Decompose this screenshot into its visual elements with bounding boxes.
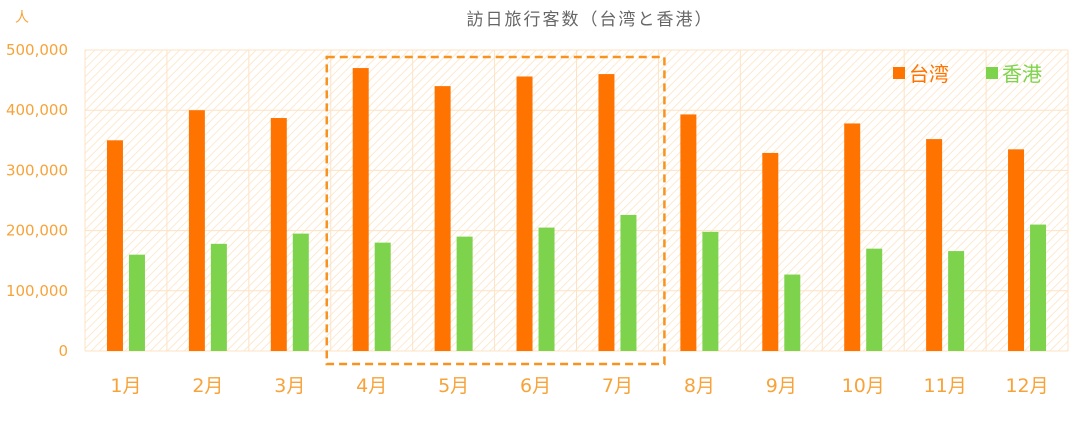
bar-taiwan	[106, 140, 123, 351]
bar-taiwan	[434, 86, 451, 352]
bars	[106, 68, 1047, 352]
legend-label: 香港	[1002, 62, 1042, 86]
bar-taiwan	[352, 68, 369, 351]
bar-hongkong	[456, 236, 473, 351]
x-category-label: 9月	[766, 375, 797, 397]
y-axis-unit-label: 人	[15, 10, 29, 26]
bar-hongkong	[210, 243, 227, 351]
bar-hongkong	[948, 251, 965, 351]
legend-swatch	[893, 67, 905, 79]
legend: 台湾 香港	[893, 62, 1042, 86]
y-tick-label: 400,000	[6, 101, 68, 119]
bar-taiwan	[1008, 149, 1025, 351]
bar-hongkong	[866, 248, 883, 351]
x-category-label: 3月	[274, 375, 305, 397]
legend-label: 台湾	[909, 62, 949, 86]
x-category-label: 5月	[438, 375, 469, 397]
bar-taiwan	[926, 139, 943, 351]
y-tick-label: 100,000	[6, 282, 68, 300]
x-category-label: 2月	[192, 375, 223, 397]
bar-hongkong	[784, 274, 801, 351]
y-tick-label: 0	[58, 342, 68, 360]
x-category-label: 11月	[924, 375, 967, 397]
x-category-label: 4月	[356, 375, 387, 397]
bar-hongkong	[128, 254, 145, 351]
bar-hongkong	[620, 214, 637, 351]
bar-taiwan	[188, 110, 205, 351]
bar-taiwan	[516, 76, 533, 351]
bar-hongkong	[292, 233, 309, 351]
bar-hongkong	[538, 227, 555, 351]
y-tick-label: 200,000	[6, 222, 68, 240]
x-category-label: 6月	[520, 375, 551, 397]
x-category-label: 8月	[684, 375, 715, 397]
bar-taiwan	[762, 152, 779, 351]
bar-hongkong	[702, 231, 719, 351]
bar-taiwan	[598, 74, 615, 351]
x-category-label: 1月	[110, 375, 141, 397]
x-category-label: 10月	[842, 375, 885, 397]
bar-hongkong	[1030, 224, 1047, 351]
bar-taiwan	[270, 118, 287, 351]
x-axis-categories: 1月 2月 3月 4月 5月 6月 7月 8月 9月 10月 11月 12月	[110, 375, 1048, 397]
y-tick-label: 300,000	[6, 161, 68, 179]
x-category-label: 7月	[602, 375, 633, 397]
bar-taiwan	[844, 123, 861, 351]
highlight-box	[325, 55, 666, 366]
grid-lines	[84, 49, 1069, 352]
y-tick-label: 500,000	[6, 41, 68, 59]
legend-swatch	[986, 67, 998, 79]
x-category-label: 12月	[1005, 375, 1048, 397]
y-axis-ticks: 0 100,000 200,000 300,000 400,000 500,000	[6, 41, 68, 360]
bar-taiwan	[680, 114, 697, 351]
chart-title: 訪日旅行客数（台湾と香港）	[467, 10, 714, 30]
bar-hongkong	[374, 242, 391, 351]
